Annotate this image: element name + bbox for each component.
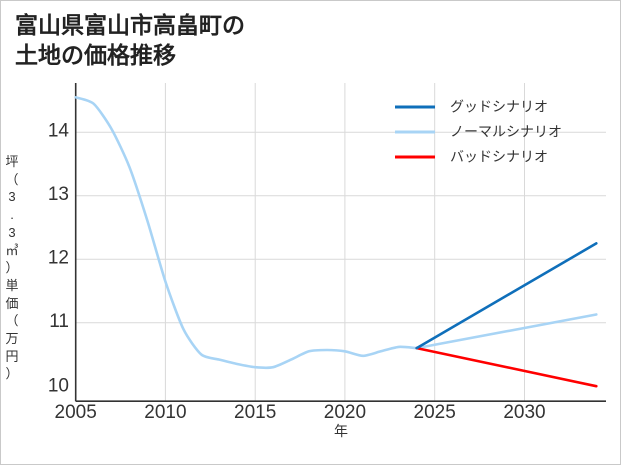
svg-text:13: 13 bbox=[48, 184, 69, 205]
svg-text:2025: 2025 bbox=[414, 402, 456, 423]
svg-text:2005: 2005 bbox=[55, 402, 97, 423]
svg-text:ノーマルシナリオ: ノーマルシナリオ bbox=[450, 124, 562, 140]
svg-text:10: 10 bbox=[48, 376, 69, 397]
svg-text:2020: 2020 bbox=[324, 402, 366, 423]
svg-text:グッドシナリオ: グッドシナリオ bbox=[450, 99, 548, 115]
svg-text:2015: 2015 bbox=[234, 402, 276, 423]
svg-text:12: 12 bbox=[48, 248, 69, 269]
svg-text:11: 11 bbox=[49, 311, 69, 332]
svg-text:年: 年 bbox=[334, 423, 348, 439]
svg-text:2030: 2030 bbox=[503, 402, 545, 423]
svg-text:14: 14 bbox=[48, 121, 70, 142]
svg-text:2010: 2010 bbox=[144, 402, 186, 423]
svg-text:バッドシナリオ: バッドシナリオ bbox=[450, 149, 548, 165]
